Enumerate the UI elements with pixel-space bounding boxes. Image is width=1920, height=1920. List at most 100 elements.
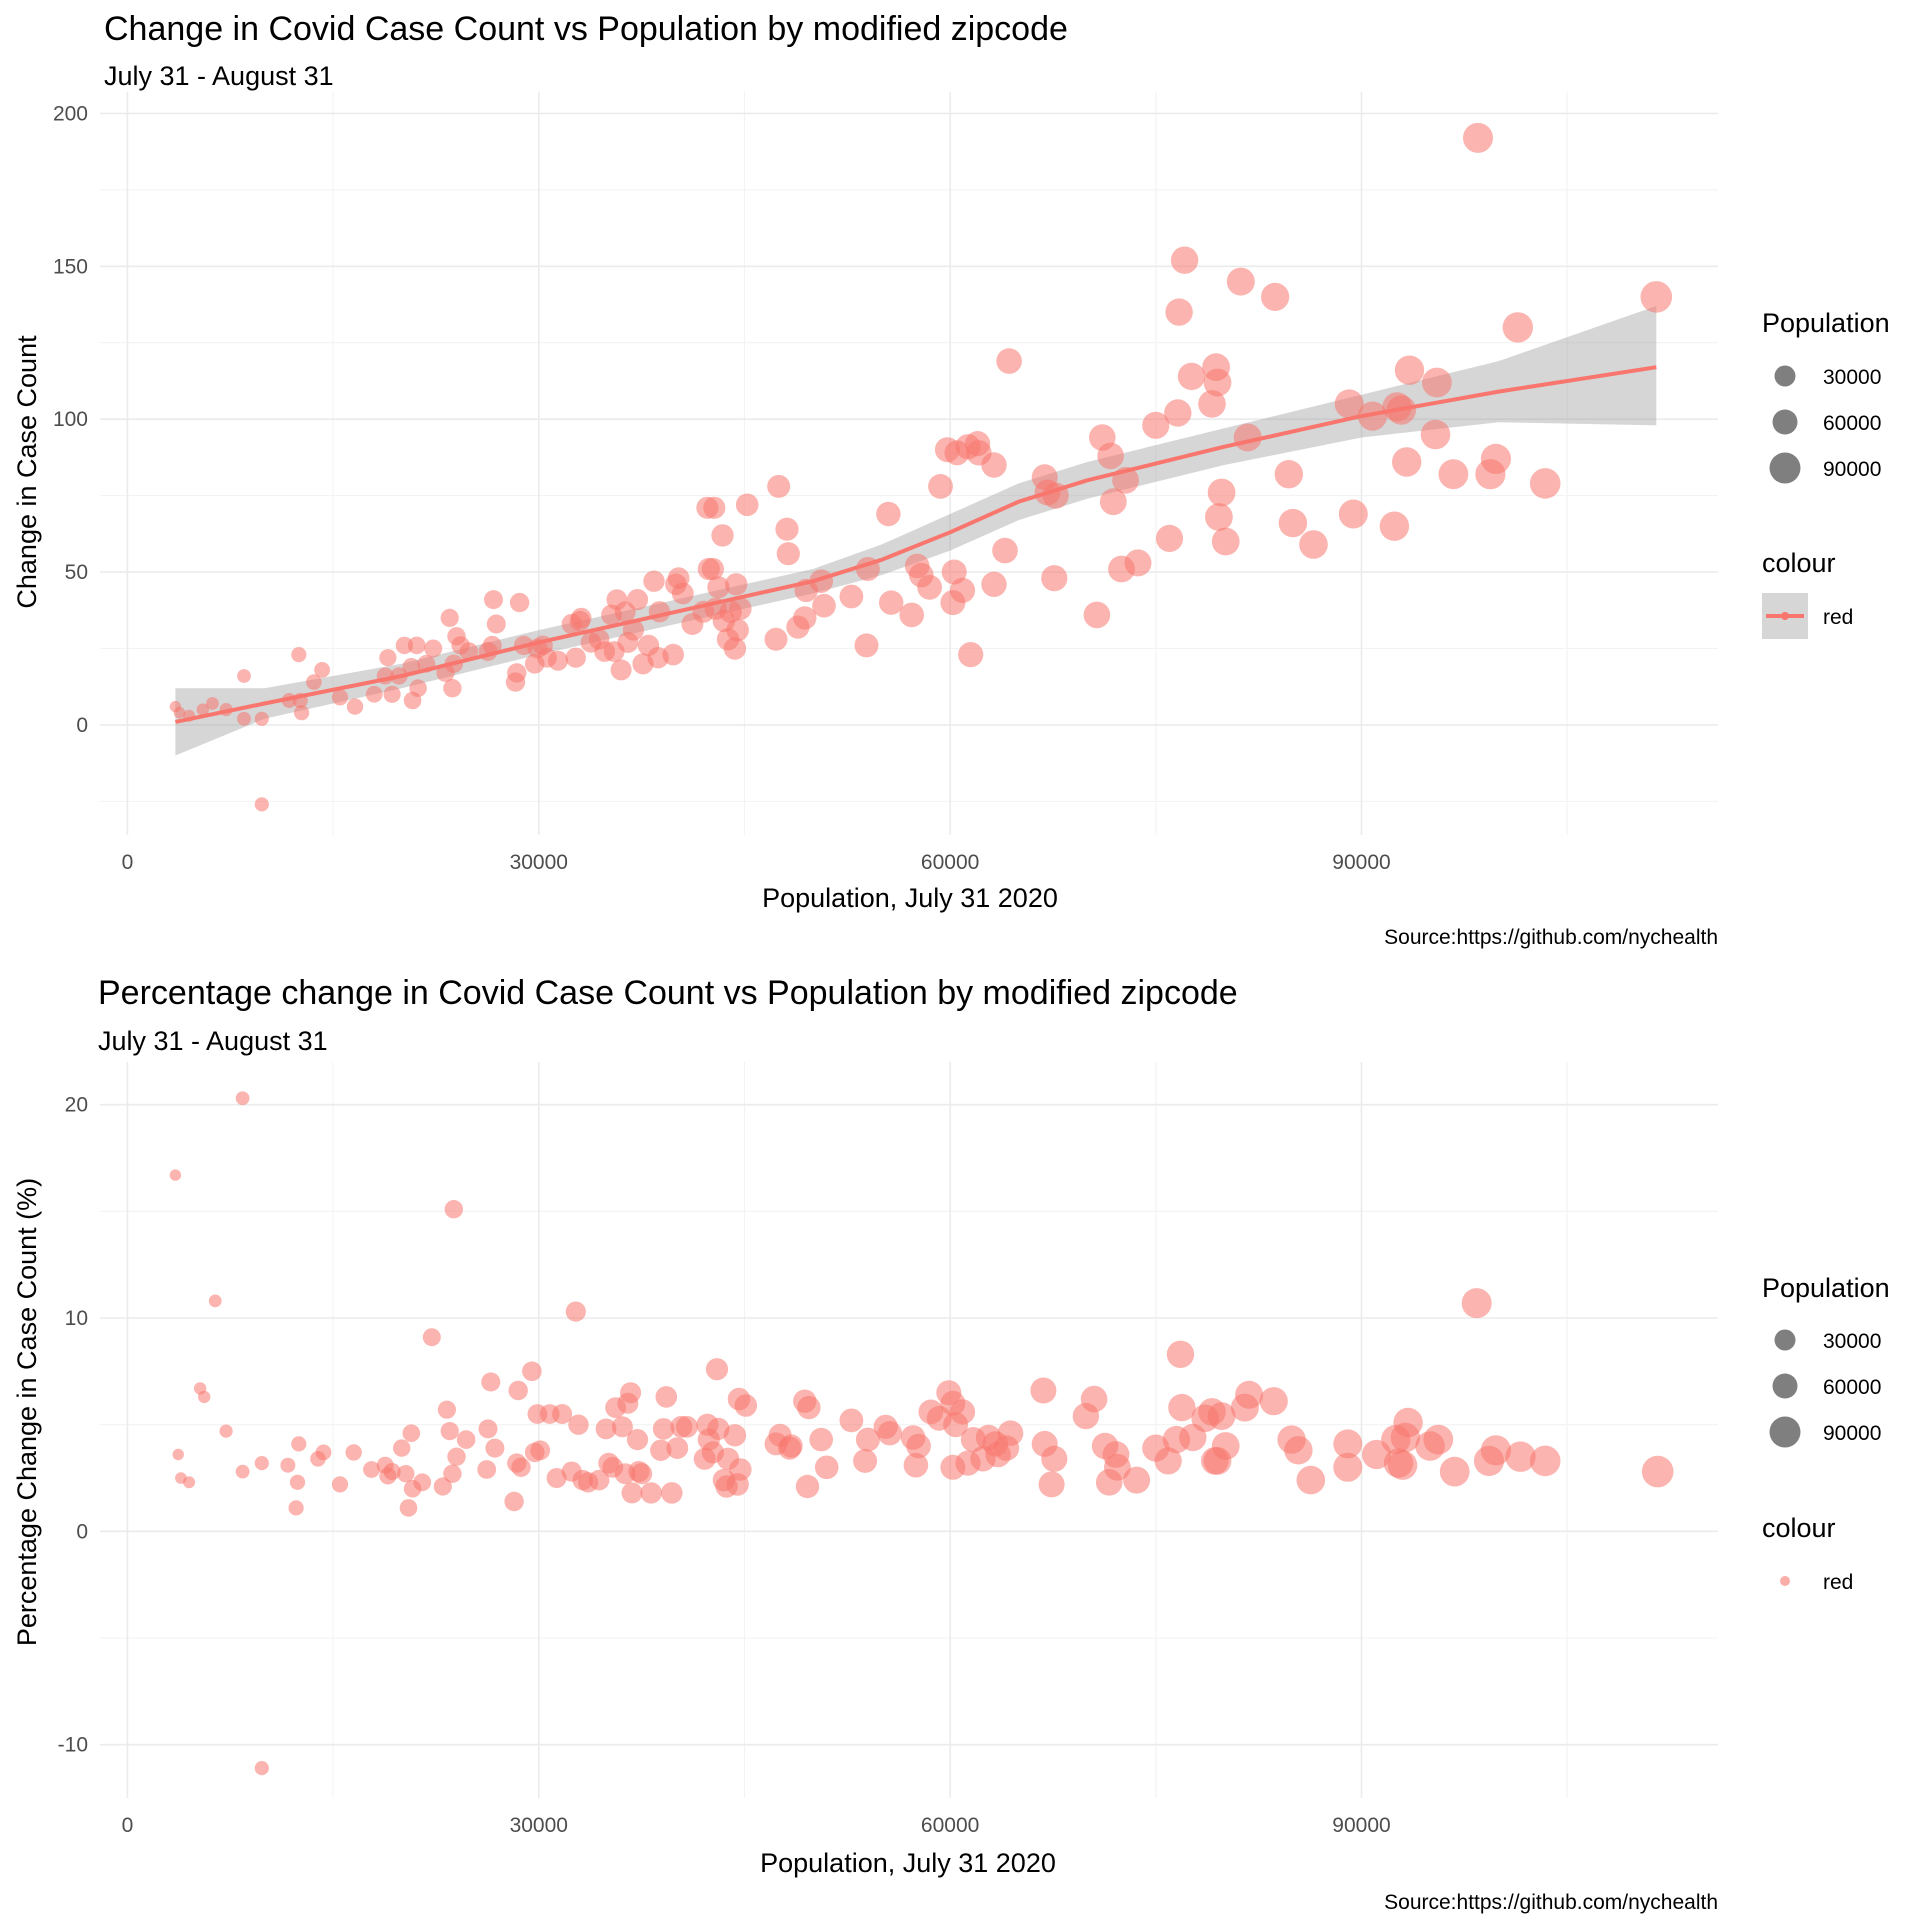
scatter-point — [652, 1418, 675, 1440]
scatter-point — [906, 1433, 931, 1459]
scatter-point — [254, 711, 269, 726]
scatter-point — [508, 1380, 528, 1401]
scatter-point — [345, 1444, 362, 1461]
scatter-point — [1083, 601, 1111, 629]
scatter-point — [1394, 355, 1425, 385]
scatter-point — [546, 1468, 567, 1488]
scatter-point — [764, 627, 788, 651]
scatter-point — [622, 619, 645, 641]
scatter-point — [1296, 1465, 1326, 1495]
scatter-point — [478, 1419, 498, 1439]
scatter-point — [620, 1382, 642, 1404]
x-axis-title: Population, July 31 2020 — [762, 883, 1058, 913]
scatter-point — [397, 1465, 415, 1483]
scatter-point — [1154, 1447, 1182, 1475]
scatter-point — [183, 1476, 196, 1489]
scatter-point — [395, 636, 414, 655]
legend-size-label: 30000 — [1823, 366, 1881, 389]
scatter-point — [552, 1404, 573, 1424]
scatter-point — [280, 1457, 296, 1473]
legend-size-label: 90000 — [1823, 458, 1881, 481]
scatter-point — [315, 1444, 332, 1461]
scatter-point — [169, 1169, 182, 1181]
scatter-point — [1334, 389, 1364, 419]
scatter-point — [1461, 1288, 1492, 1319]
scatter-point — [237, 711, 251, 726]
scatter-point — [440, 608, 459, 628]
scatter-point — [626, 1429, 649, 1451]
scatter-point — [981, 571, 1007, 597]
x-tick-label: 60000 — [921, 851, 979, 874]
scatter-point — [1640, 281, 1673, 313]
legend-size-key — [1774, 1329, 1796, 1351]
scatter-point — [996, 348, 1022, 374]
scatter-point — [734, 1394, 758, 1417]
scatter-point — [839, 584, 864, 609]
scatter-point — [1422, 367, 1452, 398]
scatter-point — [611, 1416, 633, 1438]
scatter-point — [447, 1447, 466, 1466]
scatter-points — [169, 122, 1673, 812]
scatter-point — [626, 589, 649, 611]
y-axis-title: Change in Case Count — [12, 335, 42, 609]
scatter-point — [422, 1328, 441, 1347]
scatter-point — [393, 1439, 411, 1457]
scatter-point — [1379, 511, 1410, 541]
scatter-point — [548, 650, 568, 671]
scatter-point — [779, 1434, 803, 1458]
y-tick-label: 150 — [53, 255, 88, 278]
legend-colour-key-point — [1781, 612, 1789, 620]
scatter-point — [1099, 488, 1127, 516]
scatter-point — [346, 698, 364, 715]
x-tick-label: 60000 — [921, 1814, 979, 1837]
legend-colour-label: red — [1823, 606, 1853, 629]
legend-size-label: 60000 — [1823, 412, 1881, 435]
scatter-point — [797, 1395, 821, 1420]
chart-percentage-change: Percentage change in Covid Case Count vs… — [12, 974, 1890, 1914]
scatter-point — [443, 1464, 462, 1483]
x-axis-ticks: 0 30000 60000 90000 — [122, 1814, 1391, 1837]
legend-size-key — [1774, 365, 1796, 387]
scatter-point — [1030, 1377, 1057, 1404]
scatter-point — [1041, 1445, 1068, 1472]
scatter-point — [456, 1430, 476, 1449]
scatter-point — [172, 1448, 184, 1461]
scatter-point — [288, 1500, 304, 1516]
scatter-point — [661, 1482, 683, 1504]
scatter-point — [809, 1427, 833, 1452]
scatter-point — [433, 1477, 452, 1496]
legend-size-label: 30000 — [1823, 1330, 1881, 1353]
scatter-point — [876, 501, 901, 527]
x-axis-title: Population, July 31 2020 — [760, 1848, 1056, 1878]
scatter-point — [1104, 1453, 1131, 1481]
x-tick-label: 90000 — [1332, 851, 1390, 874]
scatter-point — [1170, 246, 1199, 274]
scatter-point — [1165, 298, 1193, 326]
y-tick-label: 0 — [76, 1520, 88, 1543]
scatter-point — [571, 607, 592, 629]
scatter-point — [981, 452, 1007, 478]
scatter-point — [365, 685, 383, 703]
legend-colour-key-point — [1780, 1576, 1790, 1586]
legend-size-title: Population — [1762, 308, 1890, 338]
chart-subtitle: July 31 - August 31 — [104, 61, 334, 91]
scatter-point — [1502, 312, 1534, 343]
scatter-point — [484, 590, 503, 610]
scatter-point — [676, 1415, 698, 1438]
scatter-point — [1641, 1455, 1674, 1488]
scatter-point — [235, 1464, 250, 1479]
scatter-point — [949, 577, 976, 604]
scatter-point — [399, 1499, 418, 1517]
x-tick-label: 30000 — [510, 1814, 568, 1837]
scatter-point — [482, 635, 502, 655]
scatter-point — [440, 1422, 459, 1441]
y-axis-ticks: -10 0 10 20 — [58, 1094, 88, 1757]
scatter-point — [289, 1474, 306, 1490]
scatter-point — [254, 1761, 269, 1776]
scatter-point — [424, 639, 443, 658]
scatter-point — [196, 703, 209, 716]
x-tick-label: 0 — [122, 1814, 134, 1837]
scatter-point — [1284, 1436, 1313, 1465]
scatter-point — [331, 1476, 349, 1493]
